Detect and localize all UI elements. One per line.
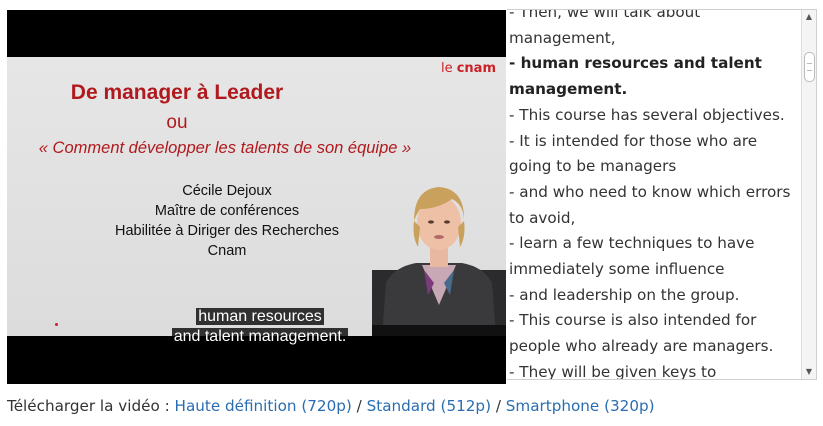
transcript-line[interactable]: - This course has several objectives. [509,103,799,129]
cnam-logo: le cnam [441,61,496,76]
transcript-line[interactable]: - They will be given keys to [509,360,799,380]
transcript-panel[interactable]: - Then, we will talk about management, - … [507,9,817,380]
transcript-line[interactable]: - learn a few techniques to have [509,231,799,257]
download-hd-link[interactable]: Haute définition (720p) [175,397,352,415]
download-standard-link[interactable]: Standard (512p) [367,397,491,415]
transcript-line[interactable]: - and who need to know which errors [509,180,799,206]
slide-author-block: Cécile Dejoux Maître de conférences Habi… [92,181,362,261]
slide-line: Maître de conférences [92,201,362,221]
scroll-down-arrow-icon[interactable]: ▼ [802,365,816,379]
slide-subtitle: « Comment développer les talents de son … [7,139,443,158]
transcript-scrollbar[interactable]: ▲ ▼ [801,10,816,379]
separator: / [352,397,367,415]
caption-line: and talent management. [155,327,365,347]
download-bar: Télécharger la vidéo : Haute définition … [7,397,655,415]
transcript-line[interactable]: going to be managers [509,154,799,180]
transcript-text: - Then, we will talk about management, - … [509,9,799,380]
transcript-line[interactable]: management, [509,26,799,52]
slide-ou: ou [7,112,347,134]
transcript-line[interactable]: immediately some influence [509,257,799,283]
transcript-line[interactable]: to avoid, [509,206,799,232]
transcript-line[interactable]: - and leadership on the group. [509,283,799,309]
scroll-thumb[interactable] [804,52,815,82]
caption-line: human resources [155,307,365,327]
slide-line: Cécile Dejoux [92,181,362,201]
transcript-line[interactable]: - Then, we will talk about [509,9,799,26]
separator: / [491,397,506,415]
slide-line: Cnam [92,241,362,261]
slide-line: Habilitée à Diriger des Recherches [92,221,362,241]
transcript-line[interactable]: people who already are managers. [509,334,799,360]
transcript-line[interactable]: - It is intended for those who are [509,129,799,155]
download-smartphone-link[interactable]: Smartphone (320p) [506,397,655,415]
presenter-image [372,175,506,336]
video-captions: human resources and talent management. [155,307,365,347]
download-label: Télécharger la vidéo : [7,397,175,415]
transcript-line[interactable]: - This course is also intended for [509,308,799,334]
transcript-line-current[interactable]: - human resources and talent [509,51,799,77]
video-player[interactable]: le cnam De manager à Leader ou « Comment… [7,10,506,384]
slide-dot [55,323,58,326]
slide-title: De manager à Leader [7,81,347,105]
scroll-up-arrow-icon[interactable]: ▲ [802,10,816,24]
transcript-line-current[interactable]: management. [509,77,799,103]
